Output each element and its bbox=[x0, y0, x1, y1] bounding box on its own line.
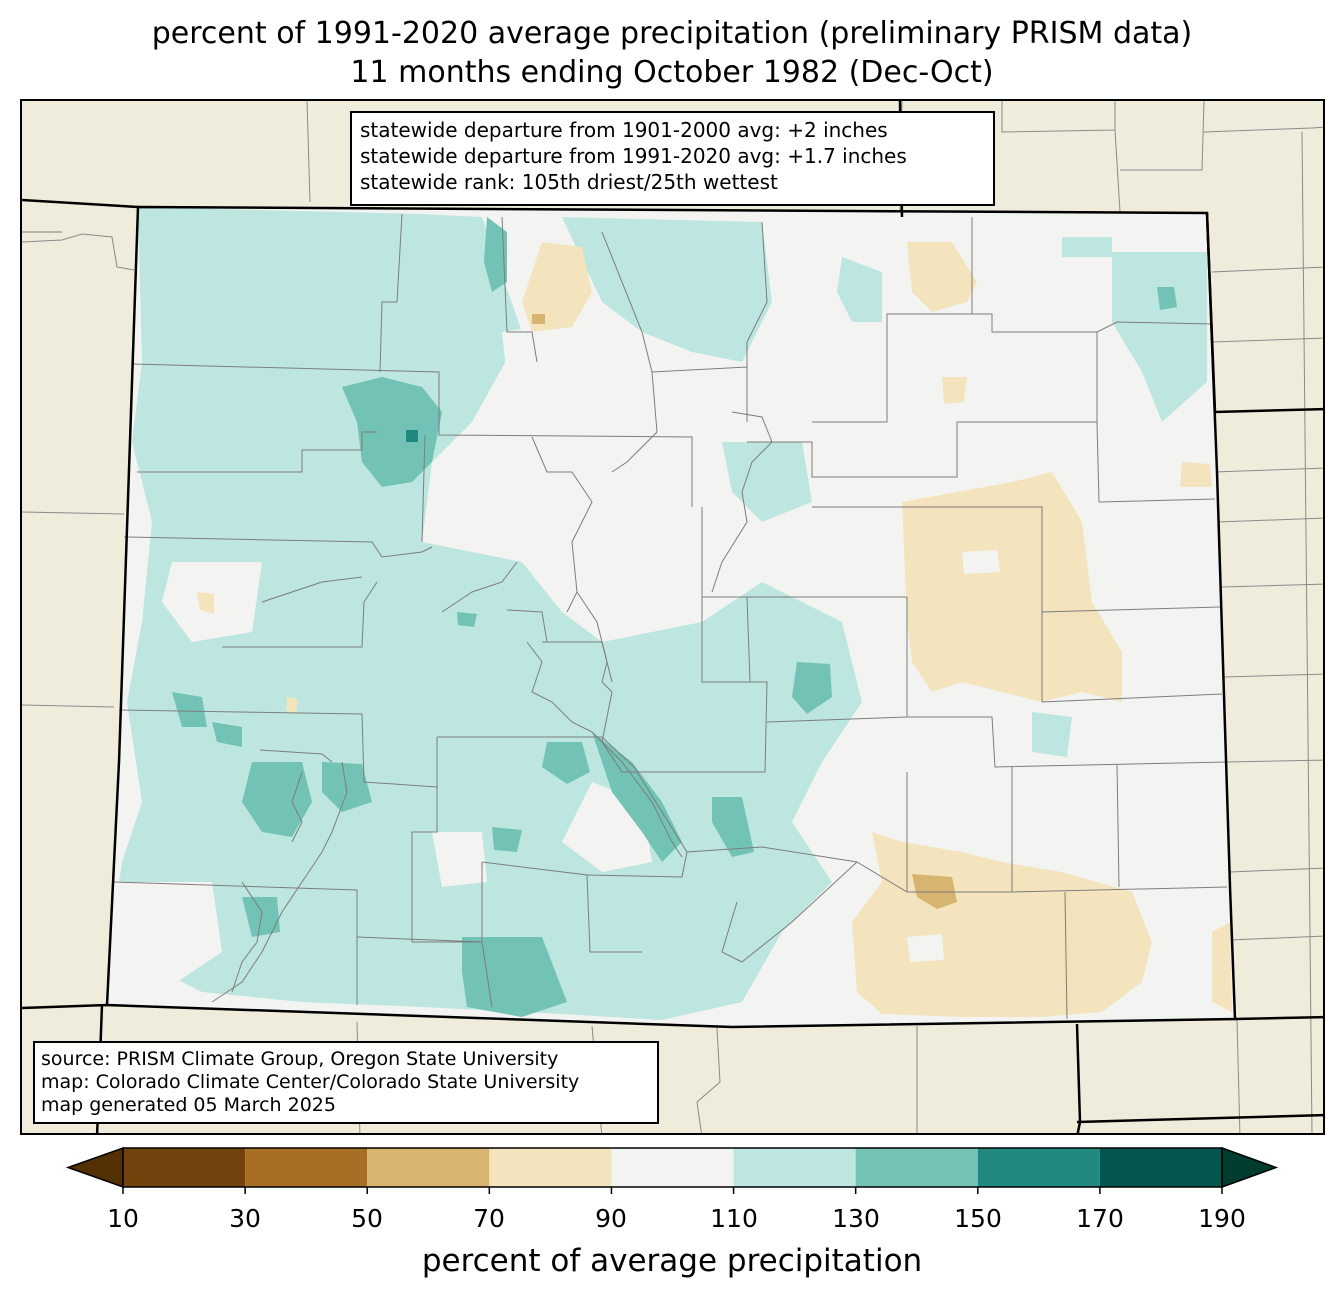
source-line: source: PRISM Climate Group, Oregon Stat… bbox=[41, 1048, 559, 1070]
neighbor-county-lines bbox=[22, 101, 1323, 1133]
stats-departure-1991-2020: statewide departure from 1991-2020 avg: … bbox=[360, 144, 907, 168]
map-frame bbox=[20, 99, 1325, 1135]
precip-near-normal-in-dry bbox=[907, 550, 1000, 962]
precip-wet-150-170 bbox=[406, 430, 418, 442]
colorbar-tick: 50 bbox=[351, 1204, 383, 1233]
map-title: percent of 1991-2020 average precipitati… bbox=[151, 16, 1193, 51]
colorbar-under-arrow bbox=[65, 1146, 124, 1189]
colorbar-over-arrow bbox=[1221, 1146, 1279, 1189]
colorbar-tick: 110 bbox=[710, 1204, 758, 1233]
colorbar-outline bbox=[122, 1147, 1223, 1188]
colorbar-tick: 150 bbox=[954, 1204, 1002, 1233]
colorbar-tick: 10 bbox=[107, 1204, 139, 1233]
colorbar-swatch bbox=[611, 1148, 734, 1187]
colorbar-swatch bbox=[123, 1148, 246, 1187]
colorbar-tick: 30 bbox=[229, 1204, 261, 1233]
irregular-county-lines bbox=[22, 231, 773, 1003]
statewide-stats-box: statewide departure from 1901-2000 avg: … bbox=[350, 111, 995, 206]
colorbar-tick: 190 bbox=[1198, 1204, 1246, 1233]
colorbar-swatch bbox=[733, 1148, 856, 1187]
colorbar-label: percent of average precipitation bbox=[421, 1243, 923, 1279]
map-subtitle: 11 months ending October 1982 (Dec-Oct) bbox=[350, 55, 994, 90]
colorbar-swatch bbox=[855, 1148, 978, 1187]
colorbar-swatch bbox=[367, 1148, 490, 1187]
source-box: source: PRISM Climate Group, Oregon Stat… bbox=[33, 1041, 659, 1124]
colorbar-swatch bbox=[977, 1148, 1100, 1187]
colorbar-tick: 70 bbox=[473, 1204, 505, 1233]
generated-date-line: map generated 05 March 2025 bbox=[41, 1094, 336, 1116]
county-lines bbox=[113, 213, 1228, 1020]
stats-rank: statewide rank: 105th driest/25th wettes… bbox=[360, 170, 778, 194]
colorbar-tick: 170 bbox=[1076, 1204, 1124, 1233]
colorbar-tick: 130 bbox=[832, 1204, 880, 1233]
stats-departure-1901-2000: statewide departure from 1901-2000 avg: … bbox=[360, 118, 888, 142]
colorbar-tick: 90 bbox=[595, 1204, 627, 1233]
precip-wet-130-150 bbox=[172, 217, 1177, 1017]
colorbar bbox=[65, 1146, 1279, 1194]
colorbar-swatch bbox=[489, 1148, 612, 1187]
colorbar-swatch bbox=[245, 1148, 368, 1187]
colorado-precip-map bbox=[22, 101, 1323, 1133]
colorbar-swatch bbox=[1099, 1148, 1222, 1187]
map-credit-line: map: Colorado Climate Center/Colorado St… bbox=[41, 1071, 580, 1093]
